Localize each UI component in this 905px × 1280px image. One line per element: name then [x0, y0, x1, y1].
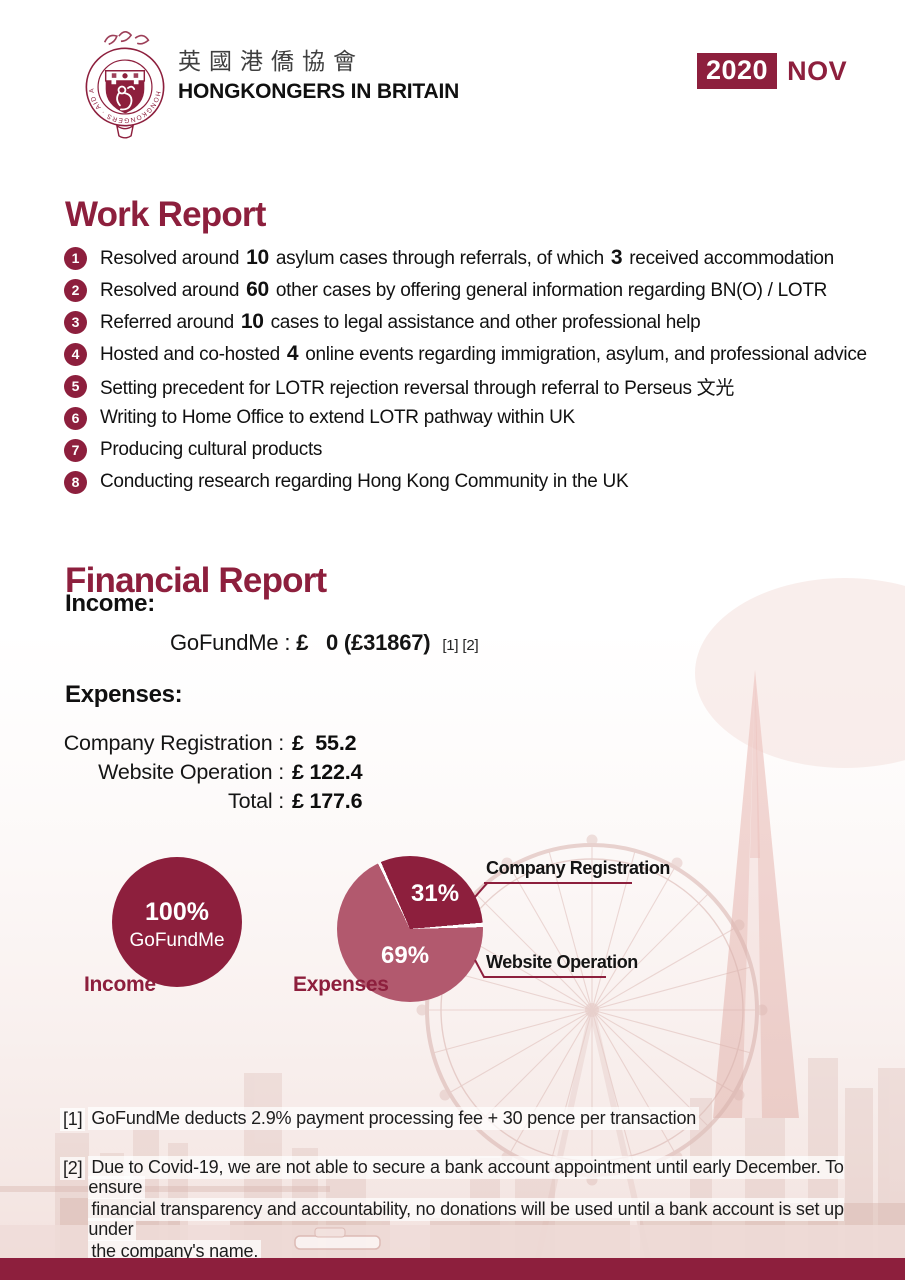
footer-bar — [0, 1258, 905, 1280]
income-pie-chart: 100% GoFundMe — [112, 857, 242, 987]
callout-leader-bottom — [474, 959, 486, 979]
expense-row: Total : £ 177.6 — [62, 789, 363, 818]
callout-underline-top — [484, 882, 632, 884]
financial-report-title: Financial Report — [65, 561, 327, 601]
footnote-marker: [1] — [60, 1108, 86, 1131]
item-text: Conducting research regarding Hong Kong … — [100, 471, 629, 492]
callout-underline-bottom — [484, 976, 606, 978]
work-report-item: 7 Producing cultural products — [64, 434, 867, 466]
income-pie-percentage: 100% — [145, 898, 209, 926]
org-name-english: HONGKONGERS IN BRITAIN — [178, 80, 460, 103]
item-number-badge: 6 — [64, 406, 87, 430]
expense-row: Company Registration : £ 55.2 — [62, 731, 362, 760]
expense-label: Company Registration : — [63, 731, 284, 755]
footnote-text: Due to Covid-19, we are not able to secu… — [88, 1156, 844, 1263]
item-text: Producing cultural products — [100, 439, 323, 460]
expense-rows: Company Registration : £ 55.2 Website Oper… — [62, 731, 363, 818]
item-number-badge: 2 — [64, 278, 87, 302]
org-name-chinese: 英國港僑協會 — [178, 48, 364, 74]
expenses-heading: Expenses: — [65, 681, 183, 708]
callout-leader-top — [474, 882, 488, 898]
shard-building — [713, 670, 799, 1118]
date-year: 2020 — [697, 53, 778, 89]
footnotes: [1] GoFundMe deducts 2.9% payment process… — [60, 1107, 870, 1280]
item-text: Referred around 10 cases to legal assist… — [100, 310, 701, 333]
expense-label: Total : — [228, 789, 284, 813]
work-report-item: 6 Writing to Home Office to extend LOTR p… — [64, 402, 867, 434]
income-source-label: GoFundMe : — [170, 630, 291, 655]
expense-value: £ 122.4 — [292, 760, 363, 784]
callout-company-registration: Company Registration — [486, 858, 671, 878]
item-number-badge: 7 — [64, 438, 87, 462]
item-number-badge: 1 — [64, 246, 87, 270]
item-number-badge: 3 — [64, 310, 87, 334]
income-row: GoFundMe : £ 0 (£31867) [1] [2] — [170, 630, 479, 656]
item-text: Hosted and co-hosted 4 online events reg… — [100, 342, 867, 365]
date-month: NOV — [787, 55, 848, 86]
item-text: Writing to Home Office to extend LOTR pa… — [100, 407, 575, 428]
work-report-item: 5 Setting precedent for LOTR rejection re… — [64, 370, 867, 402]
expense-value: £ 55.2 — [292, 731, 357, 755]
callout-website-operation: Website Operation — [486, 952, 638, 972]
item-text: Resolved around 60 other cases by offeri… — [100, 278, 828, 301]
work-report-item: 8 Conducting research regarding Hong Kong… — [64, 466, 867, 498]
work-report-item: 3 Referred around 10 cases to legal assis… — [64, 306, 867, 338]
item-number-badge: 4 — [64, 342, 87, 366]
item-number-badge: 5 — [64, 374, 87, 398]
income-footnote-refs: [1] [2] — [442, 637, 479, 654]
expenses-pie-caption: Expenses — [293, 973, 389, 996]
expenses-slice-69-label: 69% — [381, 942, 430, 969]
date-badge: 2020 NOV — [697, 53, 847, 89]
item-text: Setting precedent for LOTR rejection rev… — [100, 377, 735, 399]
item-number-badge: 8 — [64, 470, 87, 494]
work-report-list: 1 Resolved around 10 asylum cases through… — [64, 242, 867, 498]
org-crest-logo: HONGKONGERS · AID AND EMPOWER — [74, 26, 165, 139]
expense-label: Website Operation : — [98, 760, 284, 784]
income-heading: Income: — [65, 590, 155, 617]
footnote: [2] Due to Covid-19, we are not able to s… — [60, 1156, 870, 1263]
footnote-text: GoFundMe deducts 2.9% payment processing… — [88, 1107, 700, 1131]
work-report-item: 1 Resolved around 10 asylum cases through… — [64, 242, 867, 274]
work-report-item: 4 Hosted and co-hosted 4 online events re… — [64, 338, 867, 370]
work-report-title: Work Report — [65, 195, 266, 235]
expense-value: £ 177.6 — [292, 789, 363, 813]
footnote-marker: [2] — [60, 1157, 86, 1180]
income-pie-source: GoFundMe — [129, 930, 225, 951]
work-report-item: 2 Resolved around 60 other cases by offer… — [64, 274, 867, 306]
income-amount: £ 0 (£31867) — [296, 630, 431, 655]
footnote: [1] GoFundMe deducts 2.9% payment process… — [60, 1107, 870, 1131]
expenses-pie-chart: 31% 69% — [337, 856, 483, 1002]
income-pie-caption: Income — [84, 973, 156, 996]
item-text: Resolved around 10 asylum cases through … — [100, 246, 834, 269]
expense-row: Website Operation : £ 122.4 — [62, 760, 362, 789]
expenses-slice-31-label: 31% — [411, 880, 460, 907]
